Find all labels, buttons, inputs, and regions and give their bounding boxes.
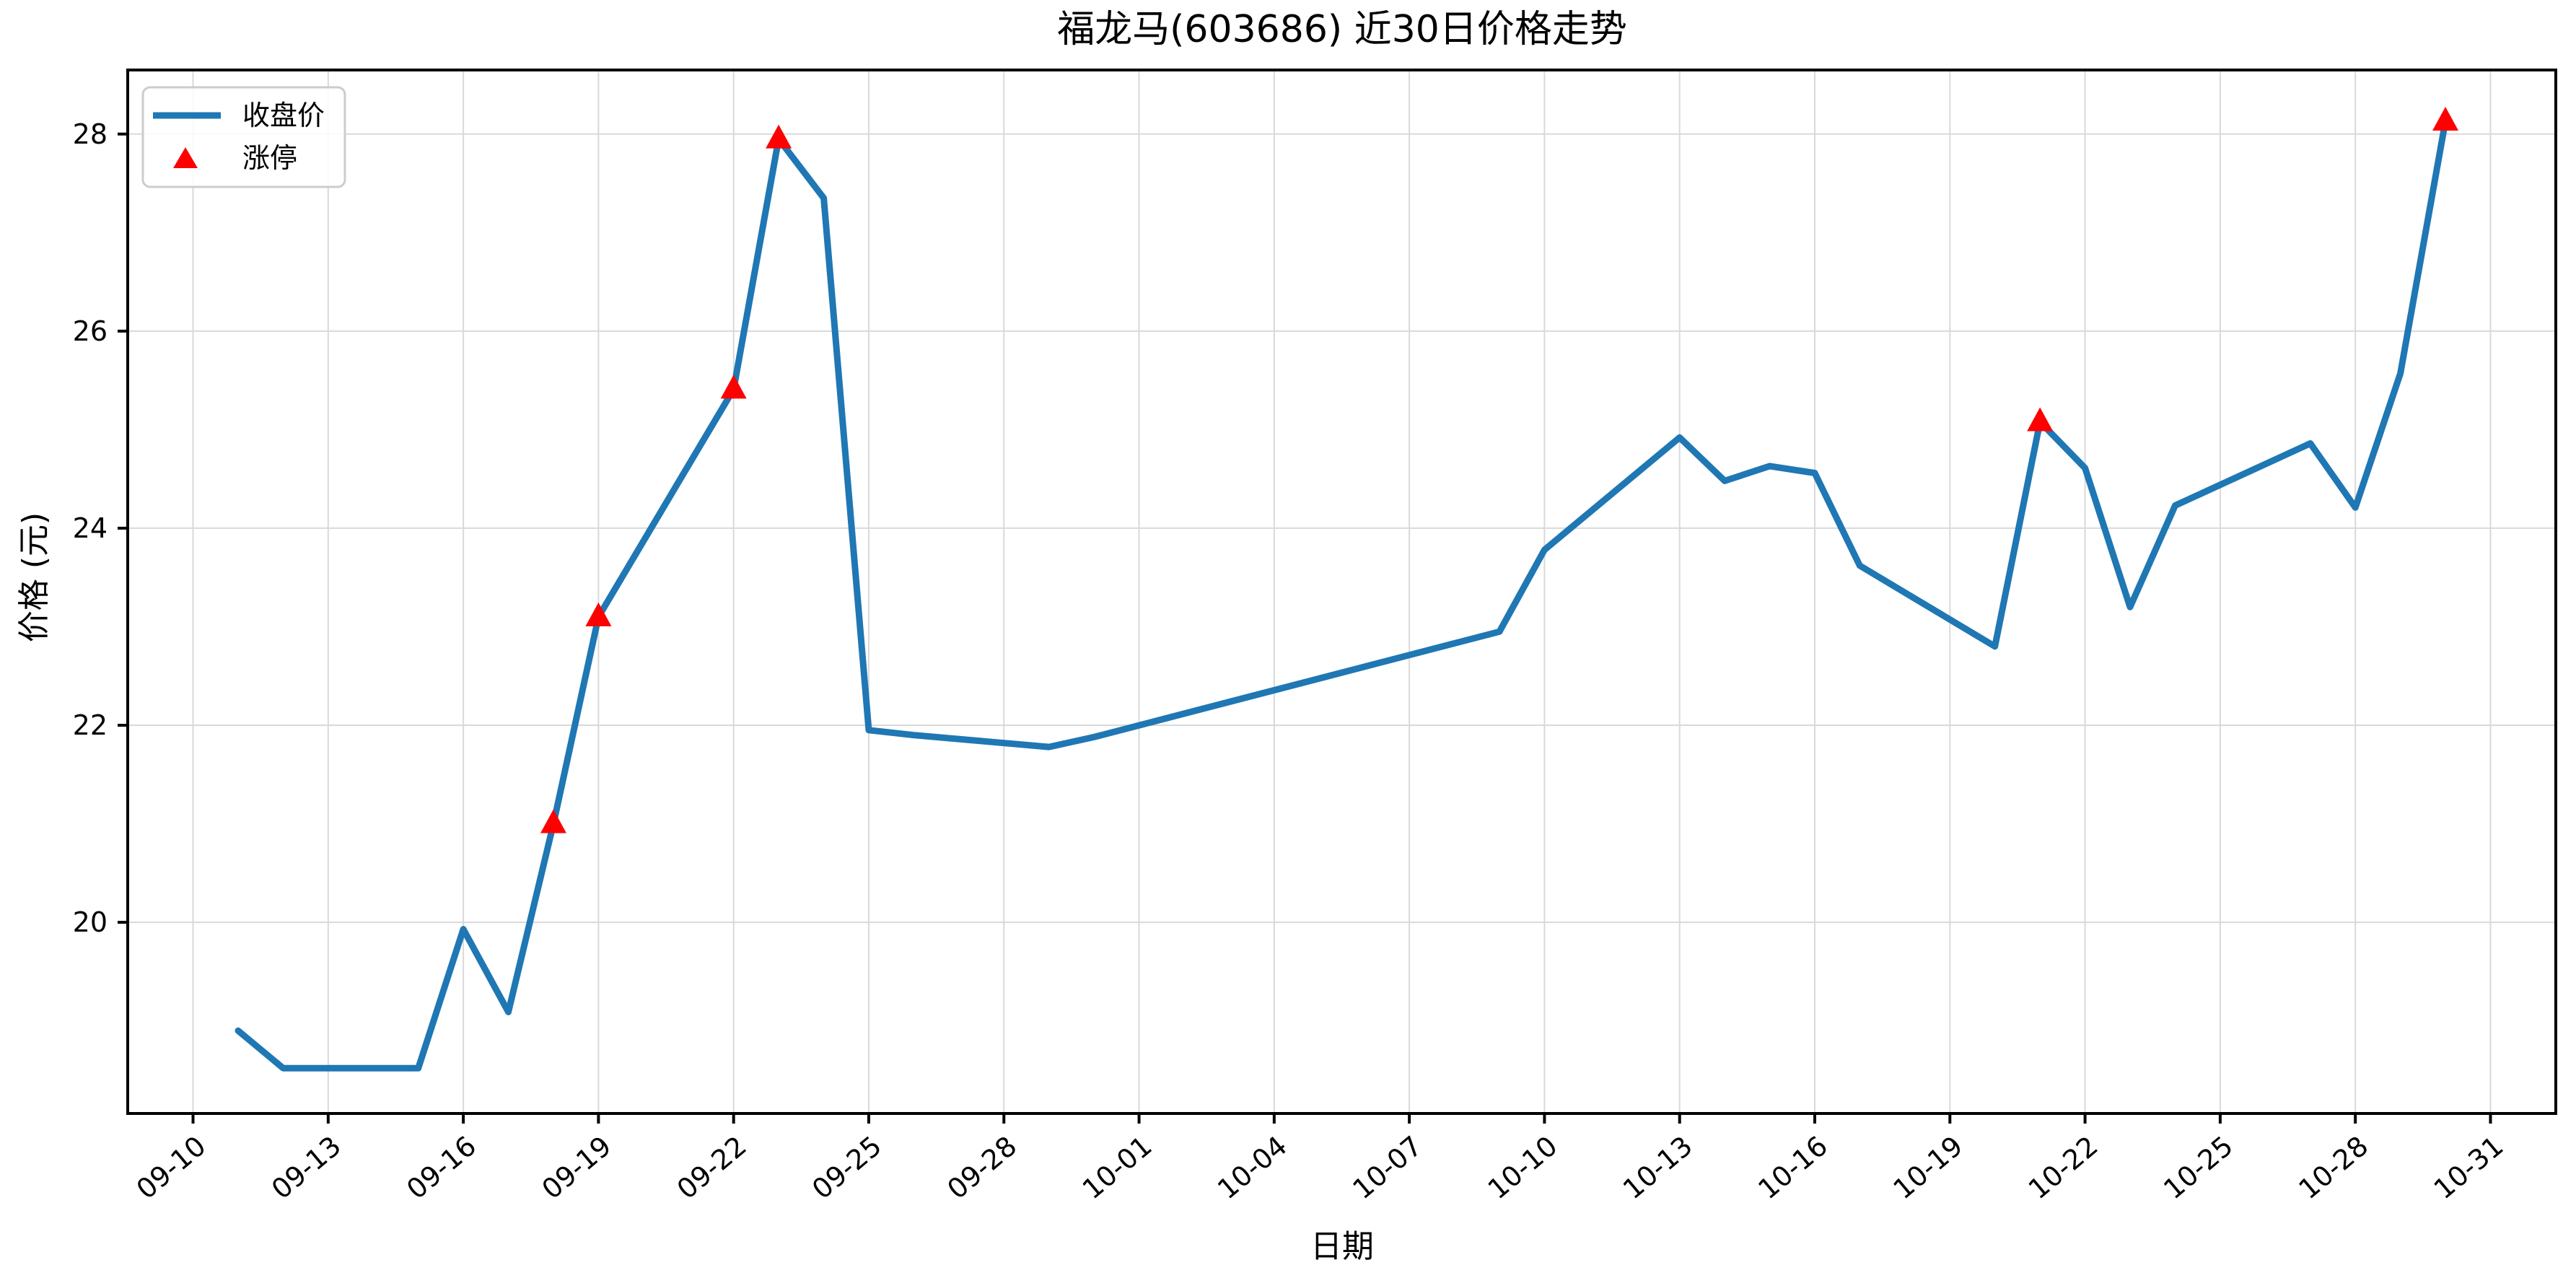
x-tick-label: 10-25	[2157, 1130, 2239, 1206]
series-layer	[235, 118, 2449, 1072]
legend-triangle-sample-icon	[173, 147, 198, 168]
tick-layer: 09-10 09-13 09-16 09-19 09-22 09-25 09-28 10-01…	[73, 118, 2510, 1206]
x-tick-label: 10-13	[1617, 1130, 1699, 1206]
x-tick-label: 10-10	[1482, 1130, 1564, 1206]
legend-label-close: 收盘价	[242, 100, 325, 131]
x-tick-label: 09-19	[536, 1130, 618, 1206]
marker-layer	[540, 107, 2459, 833]
legend: 收盘价 涨停	[141, 86, 346, 188]
x-tick-label: 09-22	[671, 1130, 753, 1206]
x-tick-label: 10-19	[1888, 1130, 1969, 1206]
x-tick-label: 10-07	[1346, 1130, 1428, 1206]
chart-title: 福龙马(603686) 近30日价格走势	[1057, 8, 1627, 51]
x-tick-label: 09-28	[941, 1130, 1022, 1206]
x-tick-label: 09-13	[266, 1130, 347, 1206]
y-tick-label: 26	[73, 315, 108, 347]
y-tick-label: 24	[73, 512, 108, 544]
x-axis-label: 日期	[1310, 1228, 1374, 1265]
grid-layer	[128, 70, 2556, 1113]
close-price-line	[235, 118, 2449, 1072]
y-axis-label: 价格 (元)	[16, 512, 53, 642]
x-tick-label: 10-16	[1752, 1130, 1834, 1206]
x-tick-label: 10-22	[2023, 1130, 2104, 1206]
limit-up-marker	[766, 124, 792, 149]
limit-up-marker	[2027, 407, 2054, 432]
limit-up-marker	[2432, 107, 2459, 131]
limit-up-marker	[720, 375, 747, 399]
limit-up-marker	[585, 602, 612, 626]
limit-up-marker	[540, 809, 566, 833]
frame-layer	[126, 69, 2557, 1115]
x-tick-label: 09-16	[400, 1130, 482, 1206]
x-tick-label: 10-31	[2428, 1130, 2510, 1206]
plot-frame	[126, 69, 2557, 1115]
x-tick-label: 10-01	[1077, 1130, 1158, 1206]
x-tick-label: 09-25	[806, 1130, 888, 1206]
x-tick-label: 09-10	[131, 1130, 212, 1206]
x-tick-label: 10-28	[2292, 1130, 2374, 1206]
x-tick-label: 10-04	[1212, 1130, 1293, 1206]
legend-label-limit-up: 涨停	[242, 142, 297, 174]
y-tick-label: 22	[73, 709, 108, 741]
y-tick-label: 28	[73, 118, 108, 150]
y-tick-label: 20	[73, 906, 108, 938]
